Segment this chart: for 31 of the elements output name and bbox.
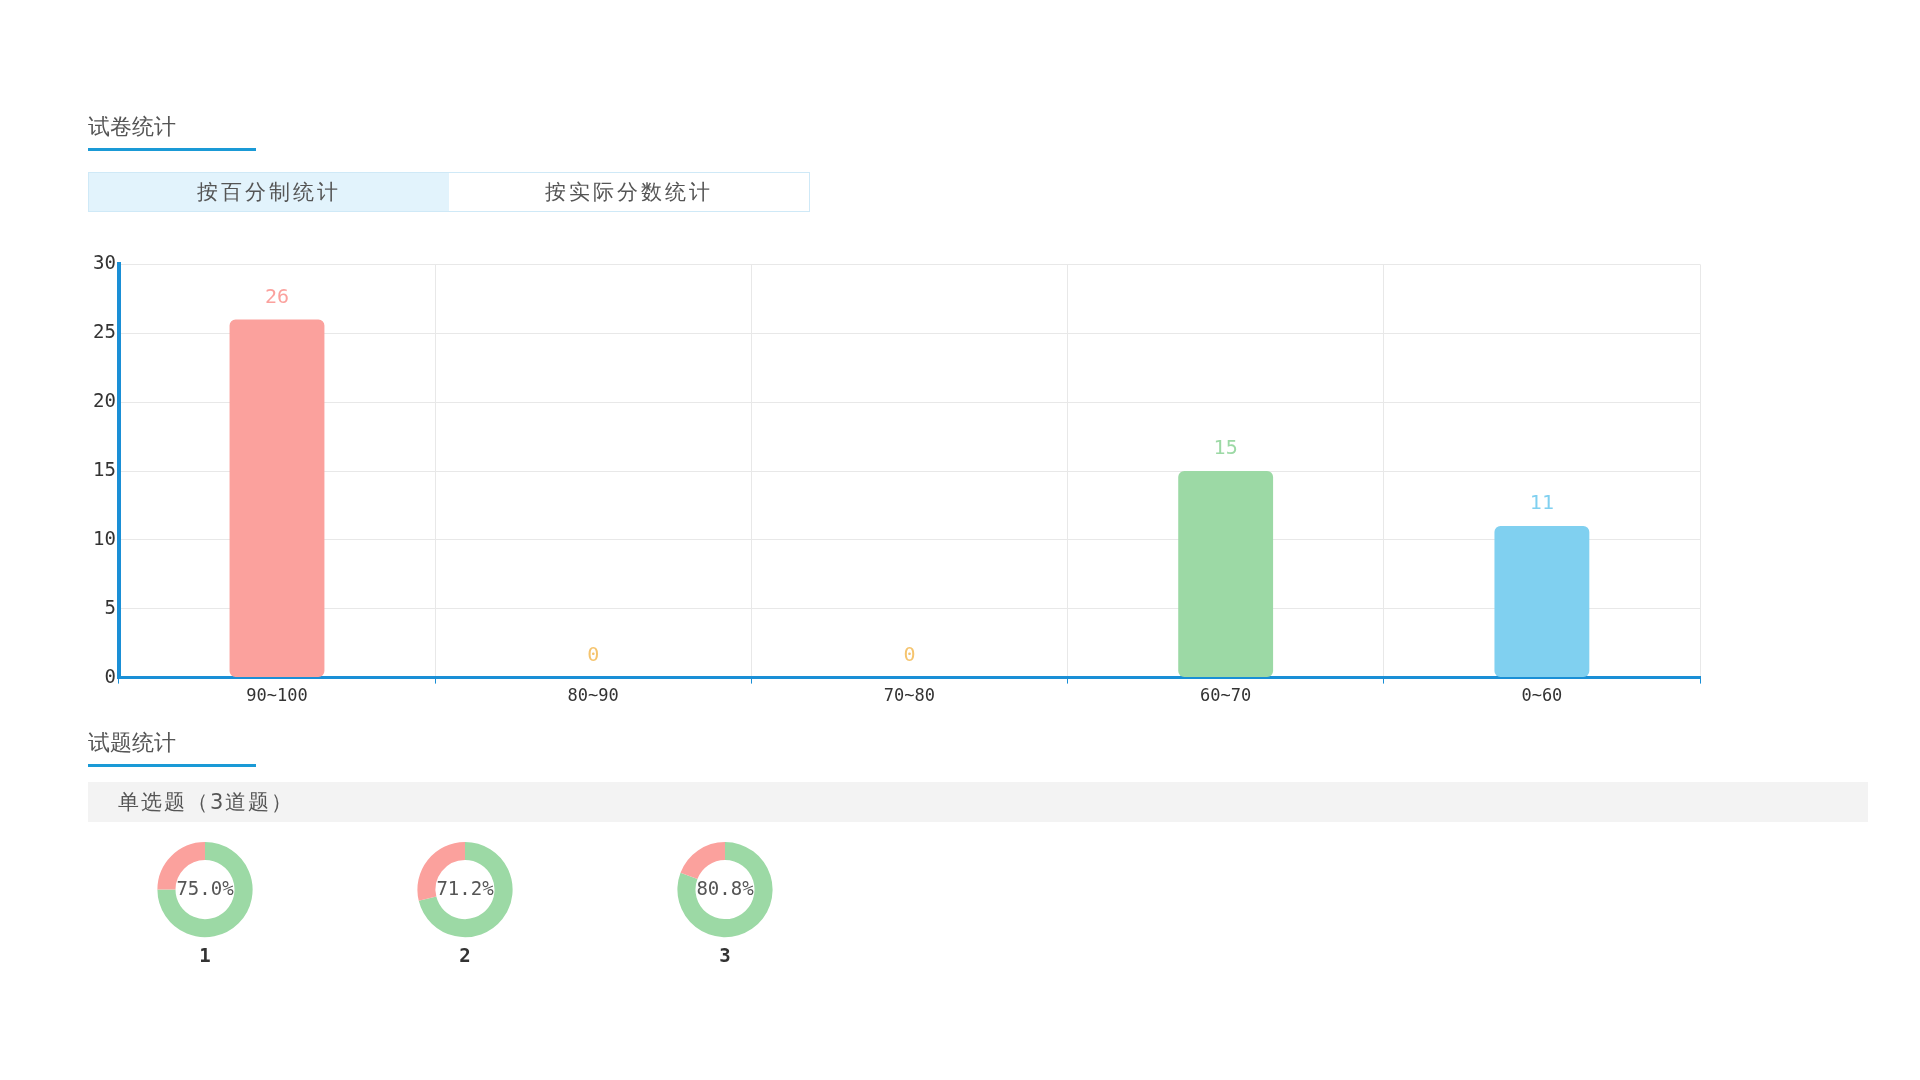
text: 2	[459, 943, 471, 966]
y-tick-label: 10	[92, 526, 116, 549]
chart-title: 试卷统计	[88, 112, 256, 151]
x-tick-label: 0~60	[1521, 685, 1563, 706]
text: 按百分制统计	[89, 173, 449, 211]
text: 按实际分数统计	[544, 179, 714, 206]
y-tick-label: 30	[92, 251, 116, 274]
data-label: 11	[1529, 490, 1554, 515]
bar	[229, 319, 325, 678]
text: 1	[199, 943, 211, 966]
y-tick-label: 25	[92, 320, 116, 343]
data-label: 15	[1213, 435, 1238, 460]
text: 3	[719, 943, 731, 966]
data-label: 0	[587, 641, 600, 666]
bar	[1494, 526, 1590, 678]
data-label: 26	[264, 283, 290, 308]
y-tick-label: 5	[104, 595, 116, 618]
text: 试题统计	[88, 728, 256, 767]
y-tick-label: 15	[92, 457, 116, 480]
y-tick-label: 20	[92, 389, 116, 412]
text: 71.2%	[436, 876, 495, 899]
text: 80.8%	[696, 876, 755, 899]
x-tick-label: 80~90	[567, 685, 619, 706]
bar	[1178, 471, 1274, 678]
text: 75.0%	[176, 876, 235, 899]
x-tick-label: 60~70	[1200, 685, 1252, 706]
text: 单选题（3道题）	[88, 782, 1868, 822]
data-label: 0	[903, 641, 916, 666]
y-tick-label: 0	[104, 664, 116, 687]
x-tick-label: 90~100	[246, 685, 308, 706]
x-tick-label: 70~80	[883, 685, 936, 706]
